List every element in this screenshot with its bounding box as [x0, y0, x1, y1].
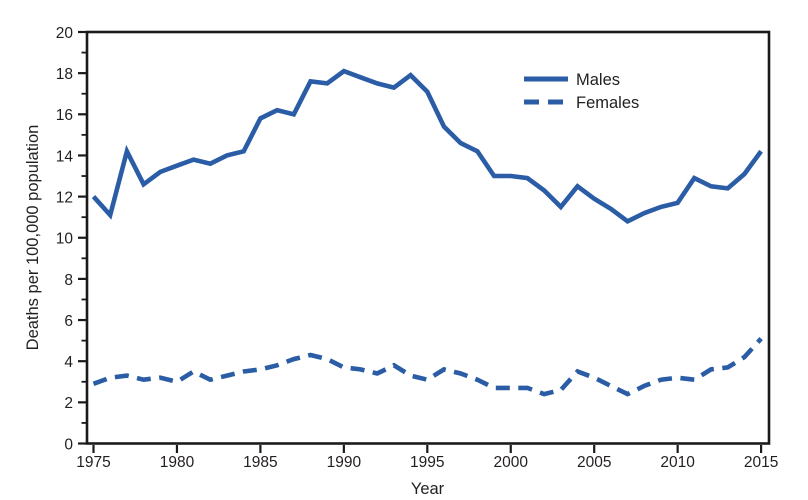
- y-axis-tick-label: 16: [56, 107, 73, 124]
- x-axis-tick-label: 1990: [327, 454, 362, 471]
- x-axis-tick-label: 2015: [744, 454, 778, 471]
- x-axis-title: Year: [411, 480, 445, 498]
- x-axis-tick-label: 2010: [660, 454, 695, 471]
- series-line-males: [91, 68, 763, 224]
- y-axis: 0 2 4 6 8 10 12 14 16 18 20: [56, 25, 86, 453]
- y-axis-tick-label: 12: [56, 189, 73, 206]
- y-axis-tick-label: 18: [56, 66, 73, 83]
- legend: Males Females: [524, 71, 639, 112]
- legend-males-label: Males: [576, 71, 620, 89]
- x-axis-tick-label: 2000: [494, 454, 529, 471]
- y-axis-title: Deaths per 100,000 population: [24, 125, 42, 351]
- x-axis: 1975 1980 1985 1990 1995 2000 2005 2010 2015: [76, 445, 778, 471]
- plot-frame: [85, 30, 771, 445]
- x-axis-tick-label: 1975: [76, 454, 110, 471]
- y-axis-tick-label: 6: [64, 313, 73, 330]
- y-axis-tick-label: 4: [64, 354, 73, 371]
- legend-females-label: Females: [576, 94, 639, 112]
- x-axis-tick-label: 1995: [410, 454, 444, 471]
- y-axis-tick-label: 8: [64, 272, 73, 289]
- x-axis-tick-label: 2005: [577, 454, 611, 471]
- series-line-females: [92, 337, 763, 397]
- y-axis-tick-label: 20: [56, 25, 74, 42]
- x-axis-tick-label: 1980: [160, 454, 195, 471]
- series-lines: [91, 68, 763, 397]
- y-axis-tick-label: 10: [56, 231, 74, 248]
- y-axis-tick-label: 14: [56, 148, 74, 165]
- x-axis-tick-label: 1985: [243, 454, 277, 471]
- y-axis-tick-label: 0: [64, 436, 73, 453]
- y-axis-tick-label: 2: [64, 395, 73, 412]
